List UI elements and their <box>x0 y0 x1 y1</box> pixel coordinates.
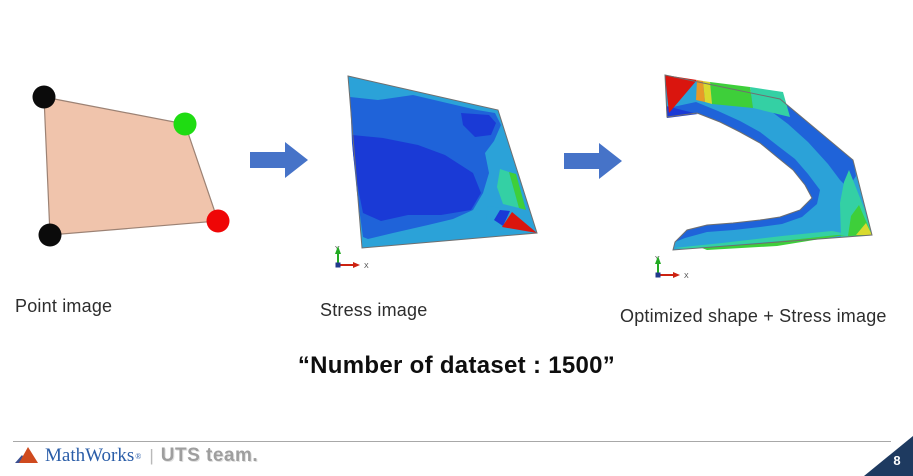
axis-triad-optimized: Y X <box>655 256 689 280</box>
stress-contour-red-corner <box>502 212 537 233</box>
flow-arrow-1 <box>250 142 308 178</box>
x-axis-label: X <box>684 273 689 280</box>
point-figure <box>32 85 230 247</box>
optimized-contour-orange-strip <box>696 80 705 102</box>
optimized-contour-green-strip <box>710 82 753 108</box>
optimized-contour-blue-inner-band <box>667 102 820 242</box>
corner-dot-top-left <box>32 85 56 109</box>
stress-contour-darkblue-topright <box>461 113 496 137</box>
stress-contour-darkblue-center <box>352 135 481 221</box>
optimized-image-label: Optimized shape + Stress image <box>620 306 887 326</box>
triad-origin-dot <box>335 262 341 268</box>
registered-mark: ® <box>135 451 142 461</box>
mathworks-logo-icon <box>15 447 38 463</box>
stress-contour-blue-sliver <box>494 210 510 226</box>
optimized-contour-red-tip <box>665 75 697 113</box>
page-corner-triangle: 8 <box>864 436 913 476</box>
corner-dot-bottom-left <box>38 223 62 247</box>
optimized-outline <box>664 74 873 251</box>
x-axis-arrowhead-icon <box>353 262 360 268</box>
corner-triangle-shape <box>864 436 913 476</box>
logo-peak-shape <box>19 447 38 463</box>
y-axis-arrowhead-icon <box>335 246 341 254</box>
dataset-caption: “Number of dataset : 1500” <box>297 352 616 379</box>
stress-contour-teal-patch <box>497 169 519 208</box>
point-image-label: Point image <box>15 296 113 316</box>
optimized-contour-darkblue-wedge <box>666 106 698 118</box>
optimized-contour-yellow-strip <box>703 81 712 104</box>
stress-figure <box>347 75 538 249</box>
stress-image-label: Stress image <box>320 300 428 320</box>
page-number: 8 <box>893 453 900 468</box>
brand-separator: | <box>149 446 154 465</box>
team-name: UTS team. <box>160 445 259 466</box>
footer-brandbar: MathWorks ® | UTS team. <box>13 444 258 468</box>
optimized-contour-teal-bottom <box>674 231 847 249</box>
corner-dot-red <box>206 209 230 233</box>
y-axis-arrowhead-icon <box>655 256 661 264</box>
corner-dot-green <box>173 112 197 136</box>
x-axis-label: X <box>364 263 369 270</box>
optimized-contour-blue-shoulder <box>751 93 856 188</box>
arrow-right-icon <box>564 143 622 179</box>
flow-arrow-2 <box>564 143 622 179</box>
stress-contour-green-patch <box>509 172 526 210</box>
arrow-right-icon <box>250 142 308 178</box>
brand-name: MathWorks <box>45 445 135 466</box>
triad-origin-dot <box>655 272 661 278</box>
optimized-figure <box>664 74 873 251</box>
footer-divider <box>13 441 891 442</box>
optimized-contour-yellow-corner <box>856 223 872 235</box>
axis-triad-stress: Y X <box>335 246 369 270</box>
stress-outline <box>347 75 538 249</box>
x-axis-arrowhead-icon <box>673 272 680 278</box>
